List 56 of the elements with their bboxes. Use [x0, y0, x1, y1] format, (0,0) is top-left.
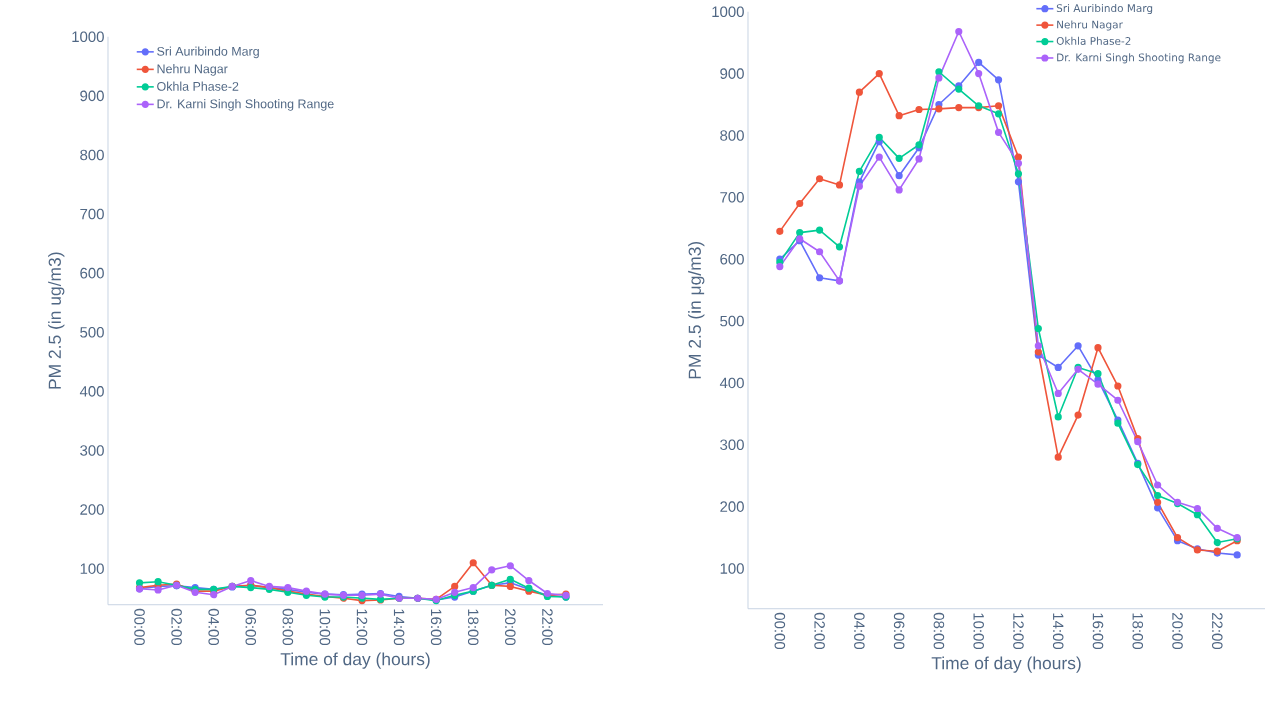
- x-tick-label: 08:00: [933, 612, 945, 650]
- x-axis-title: Time of day (hours): [931, 656, 1081, 673]
- x-tick-label: 16:00: [1092, 613, 1104, 650]
- y-tick-label: 800: [720, 130, 744, 141]
- legend-label: Nehru Nagar: [157, 64, 228, 76]
- y-tick-label: 100: [720, 563, 744, 574]
- legend-label: Okhla Phase-2: [157, 81, 239, 91]
- y-tick-label: 1000: [72, 31, 104, 43]
- x-tick-label: 20:00: [1172, 613, 1183, 650]
- y-tick-label: 800: [80, 149, 104, 161]
- legend-label: Sri Auribindo Marg: [1056, 4, 1153, 15]
- x-tick-label: 10:00: [319, 609, 331, 646]
- x-tick-label: 14:00: [1052, 613, 1064, 650]
- y-tick-label: 500: [80, 327, 104, 338]
- y-tick-label: 700: [720, 192, 744, 203]
- y-tick-label: 600: [80, 267, 104, 279]
- x-tick-label: 10:00: [973, 613, 984, 650]
- x-tick-label: 22:00: [542, 609, 553, 646]
- x-tick-label: 00:00: [134, 608, 145, 646]
- x-tick-label: 04:00: [208, 608, 219, 646]
- legend-label: Sri Auribindo Marg: [157, 46, 259, 59]
- y-tick-label: 300: [80, 445, 104, 456]
- y-tick-label: 400: [79, 386, 104, 397]
- y-tick-label: 500: [720, 315, 744, 327]
- x-tick-label: 18:00: [1132, 613, 1144, 650]
- y-tick-label: 1000: [712, 6, 744, 18]
- x-tick-label: 12:00: [1013, 613, 1024, 650]
- x-tick-label: 18:00: [467, 609, 479, 646]
- y-tick-label: 100: [80, 563, 104, 575]
- x-tick-label: 06:00: [245, 608, 257, 646]
- x-tick-label: 08:00: [282, 608, 294, 646]
- x-tick-label: 12:00: [356, 609, 368, 646]
- y-tick-label: 700: [80, 208, 104, 220]
- y-tick-label: 900: [80, 90, 104, 102]
- y-tick-label: 900: [720, 68, 744, 80]
- y-axis-title: PM 2.5 (in μg/m3): [688, 242, 705, 379]
- x-tick-label: 16:00: [430, 609, 442, 646]
- x-tick-label: 14:00: [393, 609, 405, 646]
- y-tick-label: 600: [720, 254, 744, 265]
- y-tick-label: 400: [719, 377, 744, 389]
- y-tick-label: 200: [720, 501, 744, 513]
- x-tick-label: 06:00: [893, 612, 905, 650]
- y-tick-label: 300: [720, 439, 744, 451]
- x-tick-label: 22:00: [1212, 613, 1223, 650]
- x-tick-label: 02:00: [171, 608, 182, 646]
- x-tick-label: 20:00: [505, 609, 516, 646]
- x-tick-label: 00:00: [774, 612, 786, 650]
- legend-label: Dr. Karni Singh Shooting Range: [1057, 53, 1221, 64]
- y-tick-label: 200: [80, 504, 104, 515]
- y-axis-title: PM 2.5 (in ug/m3): [48, 252, 65, 389]
- x-tick-label: 04:00: [854, 612, 865, 650]
- legend-label: Nehru Nagar: [1057, 20, 1123, 31]
- legend-label: Okhla Phase-2: [1056, 36, 1131, 46]
- legend-label: Dr. Karni Singh Shooting Range: [157, 99, 334, 111]
- x-axis-title: Time of day (hours): [280, 652, 430, 669]
- x-tick-label: 02:00: [814, 612, 825, 650]
